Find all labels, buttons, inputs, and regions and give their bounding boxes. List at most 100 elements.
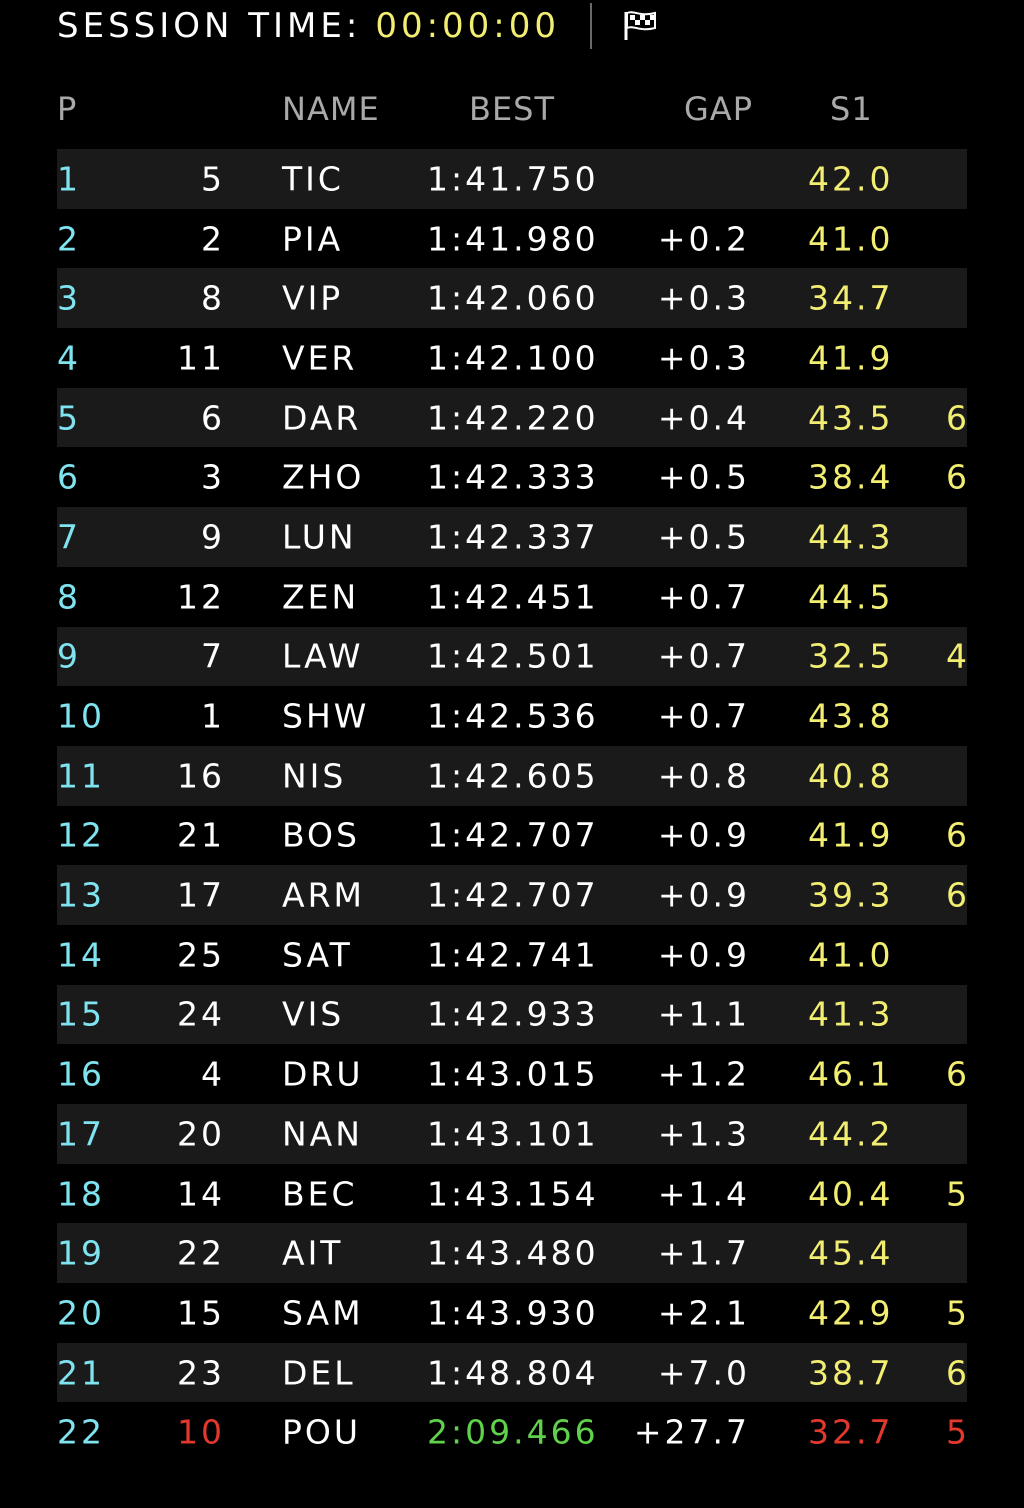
sector1-cell: 44.2 bbox=[808, 1114, 894, 1154]
table-row[interactable]: 13 17 ARM 1:42.707 +0.9 39.3 6 bbox=[57, 865, 967, 925]
sector1-cell: 44.3 bbox=[808, 517, 894, 557]
table-row[interactable]: 14 25 SAT 1:42.741 +0.9 41.0 bbox=[57, 924, 967, 985]
driver-name-cell: LAW bbox=[282, 636, 364, 676]
gap-cell: +27.7 bbox=[633, 1412, 750, 1452]
table-row[interactable]: 17 20 NAN 1:43.101 +1.3 44.2 bbox=[57, 1104, 967, 1164]
best-lap-cell: 1:43.930 bbox=[427, 1293, 599, 1333]
best-lap-cell: 1:42.337 bbox=[427, 517, 599, 557]
car-number-cell: 3 bbox=[201, 457, 225, 497]
position-cell: 19 bbox=[57, 1233, 105, 1273]
table-row[interactable]: 3 8 VIP 1:42.060 +0.3 34.7 bbox=[57, 268, 967, 329]
table-row[interactable]: 7 9 LUN 1:42.337 +0.5 44.3 bbox=[57, 507, 967, 567]
driver-name-cell: SHW bbox=[282, 696, 370, 736]
gap-cell: +1.7 bbox=[657, 1233, 750, 1273]
car-number-cell: 6 bbox=[201, 398, 225, 438]
table-row[interactable]: 8 12 ZEN 1:42.451 +0.7 44.5 bbox=[57, 566, 967, 627]
gap-cell: +2.1 bbox=[657, 1293, 750, 1333]
gap-cell: +0.7 bbox=[657, 636, 750, 676]
sector2-cell: 5 bbox=[946, 1412, 970, 1452]
best-lap-cell: 1:43.154 bbox=[427, 1174, 599, 1214]
best-lap-cell: 1:43.015 bbox=[427, 1054, 599, 1094]
header-position: P bbox=[57, 90, 78, 128]
session-time-value: 00:00:00 bbox=[375, 6, 561, 46]
car-number-cell: 14 bbox=[177, 1174, 225, 1214]
table-row[interactable]: 5 6 DAR 1:42.220 +0.4 43.5 6 bbox=[57, 387, 967, 448]
sector1-cell: 38.7 bbox=[808, 1353, 894, 1393]
sector1-cell: 39.3 bbox=[808, 875, 894, 915]
car-number-cell: 25 bbox=[177, 935, 225, 975]
driver-name-cell: DAR bbox=[282, 398, 362, 438]
table-row[interactable]: 2 2 PIA 1:41.980 +0.2 41.0 bbox=[57, 208, 967, 269]
column-header-row: P NAME BEST GAP S1 bbox=[57, 82, 967, 140]
position-cell: 2 bbox=[57, 219, 81, 259]
driver-name-cell: TIC bbox=[282, 159, 344, 199]
gap-cell: +1.1 bbox=[657, 994, 750, 1034]
gap-cell: +7.0 bbox=[657, 1353, 750, 1393]
table-row[interactable]: 16 4 DRU 1:43.015 +1.2 46.1 6 bbox=[57, 1044, 967, 1104]
car-number-cell: 10 bbox=[177, 1412, 225, 1452]
position-cell: 4 bbox=[57, 338, 81, 378]
sector1-cell: 41.0 bbox=[808, 219, 894, 259]
table-row[interactable]: 1 5 TIC 1:41.750 42.0 bbox=[57, 149, 967, 209]
driver-name-cell: ZHO bbox=[282, 457, 365, 497]
driver-name-cell: VIS bbox=[282, 994, 345, 1034]
car-number-cell: 7 bbox=[201, 636, 225, 676]
sector2-cell: 6 bbox=[946, 875, 970, 915]
gap-cell: +0.2 bbox=[657, 219, 750, 259]
position-cell: 10 bbox=[57, 696, 105, 736]
gap-cell: +0.3 bbox=[657, 278, 750, 318]
sector2-cell: 6 bbox=[946, 1353, 970, 1393]
best-lap-cell: 1:42.451 bbox=[427, 577, 599, 617]
table-row[interactable]: 20 15 SAM 1:43.930 +2.1 42.9 5 bbox=[57, 1283, 967, 1343]
table-row[interactable]: 18 14 BEC 1:43.154 +1.4 40.4 5 bbox=[57, 1163, 967, 1224]
car-number-cell: 24 bbox=[177, 994, 225, 1034]
best-lap-cell: 1:42.100 bbox=[427, 338, 599, 378]
sector2-cell: 6 bbox=[946, 457, 970, 497]
driver-name-cell: NAN bbox=[282, 1114, 363, 1154]
table-row[interactable]: 6 3 ZHO 1:42.333 +0.5 38.4 6 bbox=[57, 447, 970, 508]
driver-name-cell: ARM bbox=[282, 875, 365, 915]
sector1-cell: 43.8 bbox=[808, 696, 894, 736]
table-row[interactable]: 4 11 VER 1:42.100 +0.3 41.9 bbox=[57, 328, 967, 388]
driver-name-cell: DEL bbox=[282, 1353, 356, 1393]
table-row[interactable]: 12 21 BOS 1:42.707 +0.9 41.9 6 bbox=[57, 805, 970, 866]
table-row[interactable]: 10 1 SHW 1:42.536 +0.7 43.8 bbox=[57, 686, 967, 746]
divider bbox=[590, 3, 593, 49]
position-cell: 22 bbox=[57, 1412, 105, 1452]
gap-cell: +0.9 bbox=[657, 815, 750, 855]
sector1-cell: 41.9 bbox=[808, 815, 894, 855]
position-cell: 12 bbox=[57, 815, 105, 855]
sector1-cell: 40.4 bbox=[808, 1174, 894, 1214]
gap-cell: +1.3 bbox=[657, 1114, 750, 1154]
gap-cell: +0.3 bbox=[657, 338, 750, 378]
sector1-cell: 45.4 bbox=[808, 1233, 894, 1273]
table-row[interactable]: 21 23 DEL 1:48.804 +7.0 38.7 6 bbox=[57, 1342, 970, 1403]
gap-cell: +0.5 bbox=[657, 517, 750, 557]
driver-name-cell: BOS bbox=[282, 815, 360, 855]
car-number-cell: 5 bbox=[201, 159, 225, 199]
best-lap-cell: 1:42.060 bbox=[427, 278, 599, 318]
table-row[interactable]: 19 22 AIT 1:43.480 +1.7 45.4 bbox=[57, 1223, 967, 1284]
driver-name-cell: NIS bbox=[282, 756, 347, 796]
position-cell: 5 bbox=[57, 398, 81, 438]
gap-cell: +1.2 bbox=[657, 1054, 750, 1094]
car-number-cell: 12 bbox=[177, 577, 225, 617]
position-cell: 6 bbox=[57, 457, 81, 497]
table-row[interactable]: 9 7 LAW 1:42.501 +0.7 32.5 4 bbox=[57, 626, 967, 687]
sector2-cell: 6 bbox=[946, 815, 970, 855]
car-number-cell: 9 bbox=[201, 517, 225, 557]
car-number-cell: 16 bbox=[177, 756, 225, 796]
car-number-cell: 23 bbox=[177, 1353, 225, 1393]
table-row[interactable]: 11 16 NIS 1:42.605 +0.8 40.8 bbox=[57, 745, 967, 806]
table-row[interactable]: 22 10 POU 2:09.466 +27.7 32.7 5 bbox=[57, 1402, 970, 1463]
position-cell: 15 bbox=[57, 994, 105, 1034]
best-lap-cell: 1:42.605 bbox=[427, 756, 599, 796]
position-cell: 16 bbox=[57, 1054, 105, 1094]
gap-cell: +0.7 bbox=[657, 696, 750, 736]
header-gap: GAP bbox=[684, 90, 753, 128]
checkered-flag-icon[interactable] bbox=[622, 10, 658, 42]
position-cell: 13 bbox=[57, 875, 105, 915]
gap-cell: +0.9 bbox=[657, 935, 750, 975]
table-row[interactable]: 15 24 VIS 1:42.933 +1.1 41.3 bbox=[57, 984, 967, 1045]
